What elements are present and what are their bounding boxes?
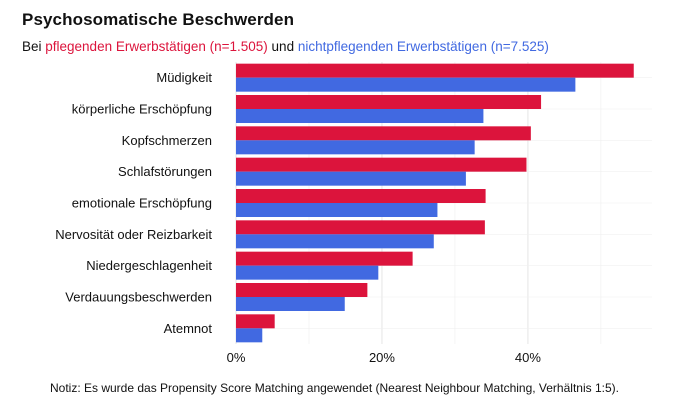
category-label-4: emotionale Erschöpfung [72,196,212,211]
subtitle-connector: und [267,39,298,54]
x-tick-label-0: 0% [227,350,246,365]
bar-care-4 [236,189,486,203]
subtitle-series-nocare: nichtpflegenden Erwerbstätigen (n=7.525) [297,39,549,54]
bar-care-8 [236,314,275,329]
bar-care-6 [236,251,413,266]
category-label-2: Kopfschmerzen [122,133,212,148]
bar-nocare-6 [236,265,379,280]
x-tick-labels: 0% 20% 40% [227,350,542,365]
bar-care-2 [236,126,531,141]
chart-subtitle: Bei pflegenden Erwerbstätigen (n=1.505) … [22,39,549,54]
bars [236,63,634,343]
bar-care-1 [236,95,542,109]
bar-nocare-3 [236,171,466,186]
category-label-0: Müdigkeit [156,70,212,85]
bar-nocare-4 [236,203,438,217]
bar-nocare-7 [236,297,345,311]
x-tick-label-2: 40% [515,350,541,365]
category-label-7: Verdauungsbeschwerden [65,290,212,305]
subtitle-series-care: pflegenden Erwerbstätigen (n=1.505) [45,39,268,54]
bar-care-5 [236,220,485,235]
bar-nocare-1 [236,109,484,123]
subtitle-prefix: Bei [22,39,46,54]
bar-nocare-8 [236,328,263,343]
footnote: Notiz: Es wurde das Propensity Score Mat… [50,381,619,395]
category-label-3: Schlafstörungen [118,164,212,179]
category-labels: Müdigkeit körperliche Erschöpfung Kopfschm… [55,70,212,336]
bar-nocare-0 [236,77,576,92]
chart-title: Psychosomatische Beschwerden [22,10,295,29]
category-label-8: Atemnot [164,321,213,336]
category-label-1: körperliche Erschöpfung [72,102,212,117]
category-label-5: Nervosität oder Reizbarkeit [55,227,212,242]
bar-nocare-5 [236,234,434,249]
bar-nocare-2 [236,140,475,155]
x-tick-label-1: 20% [369,350,395,365]
bar-care-7 [236,283,368,297]
category-label-6: Niedergeschlagenheit [86,258,212,273]
bar-care-3 [236,157,527,172]
bar-care-0 [236,63,634,78]
